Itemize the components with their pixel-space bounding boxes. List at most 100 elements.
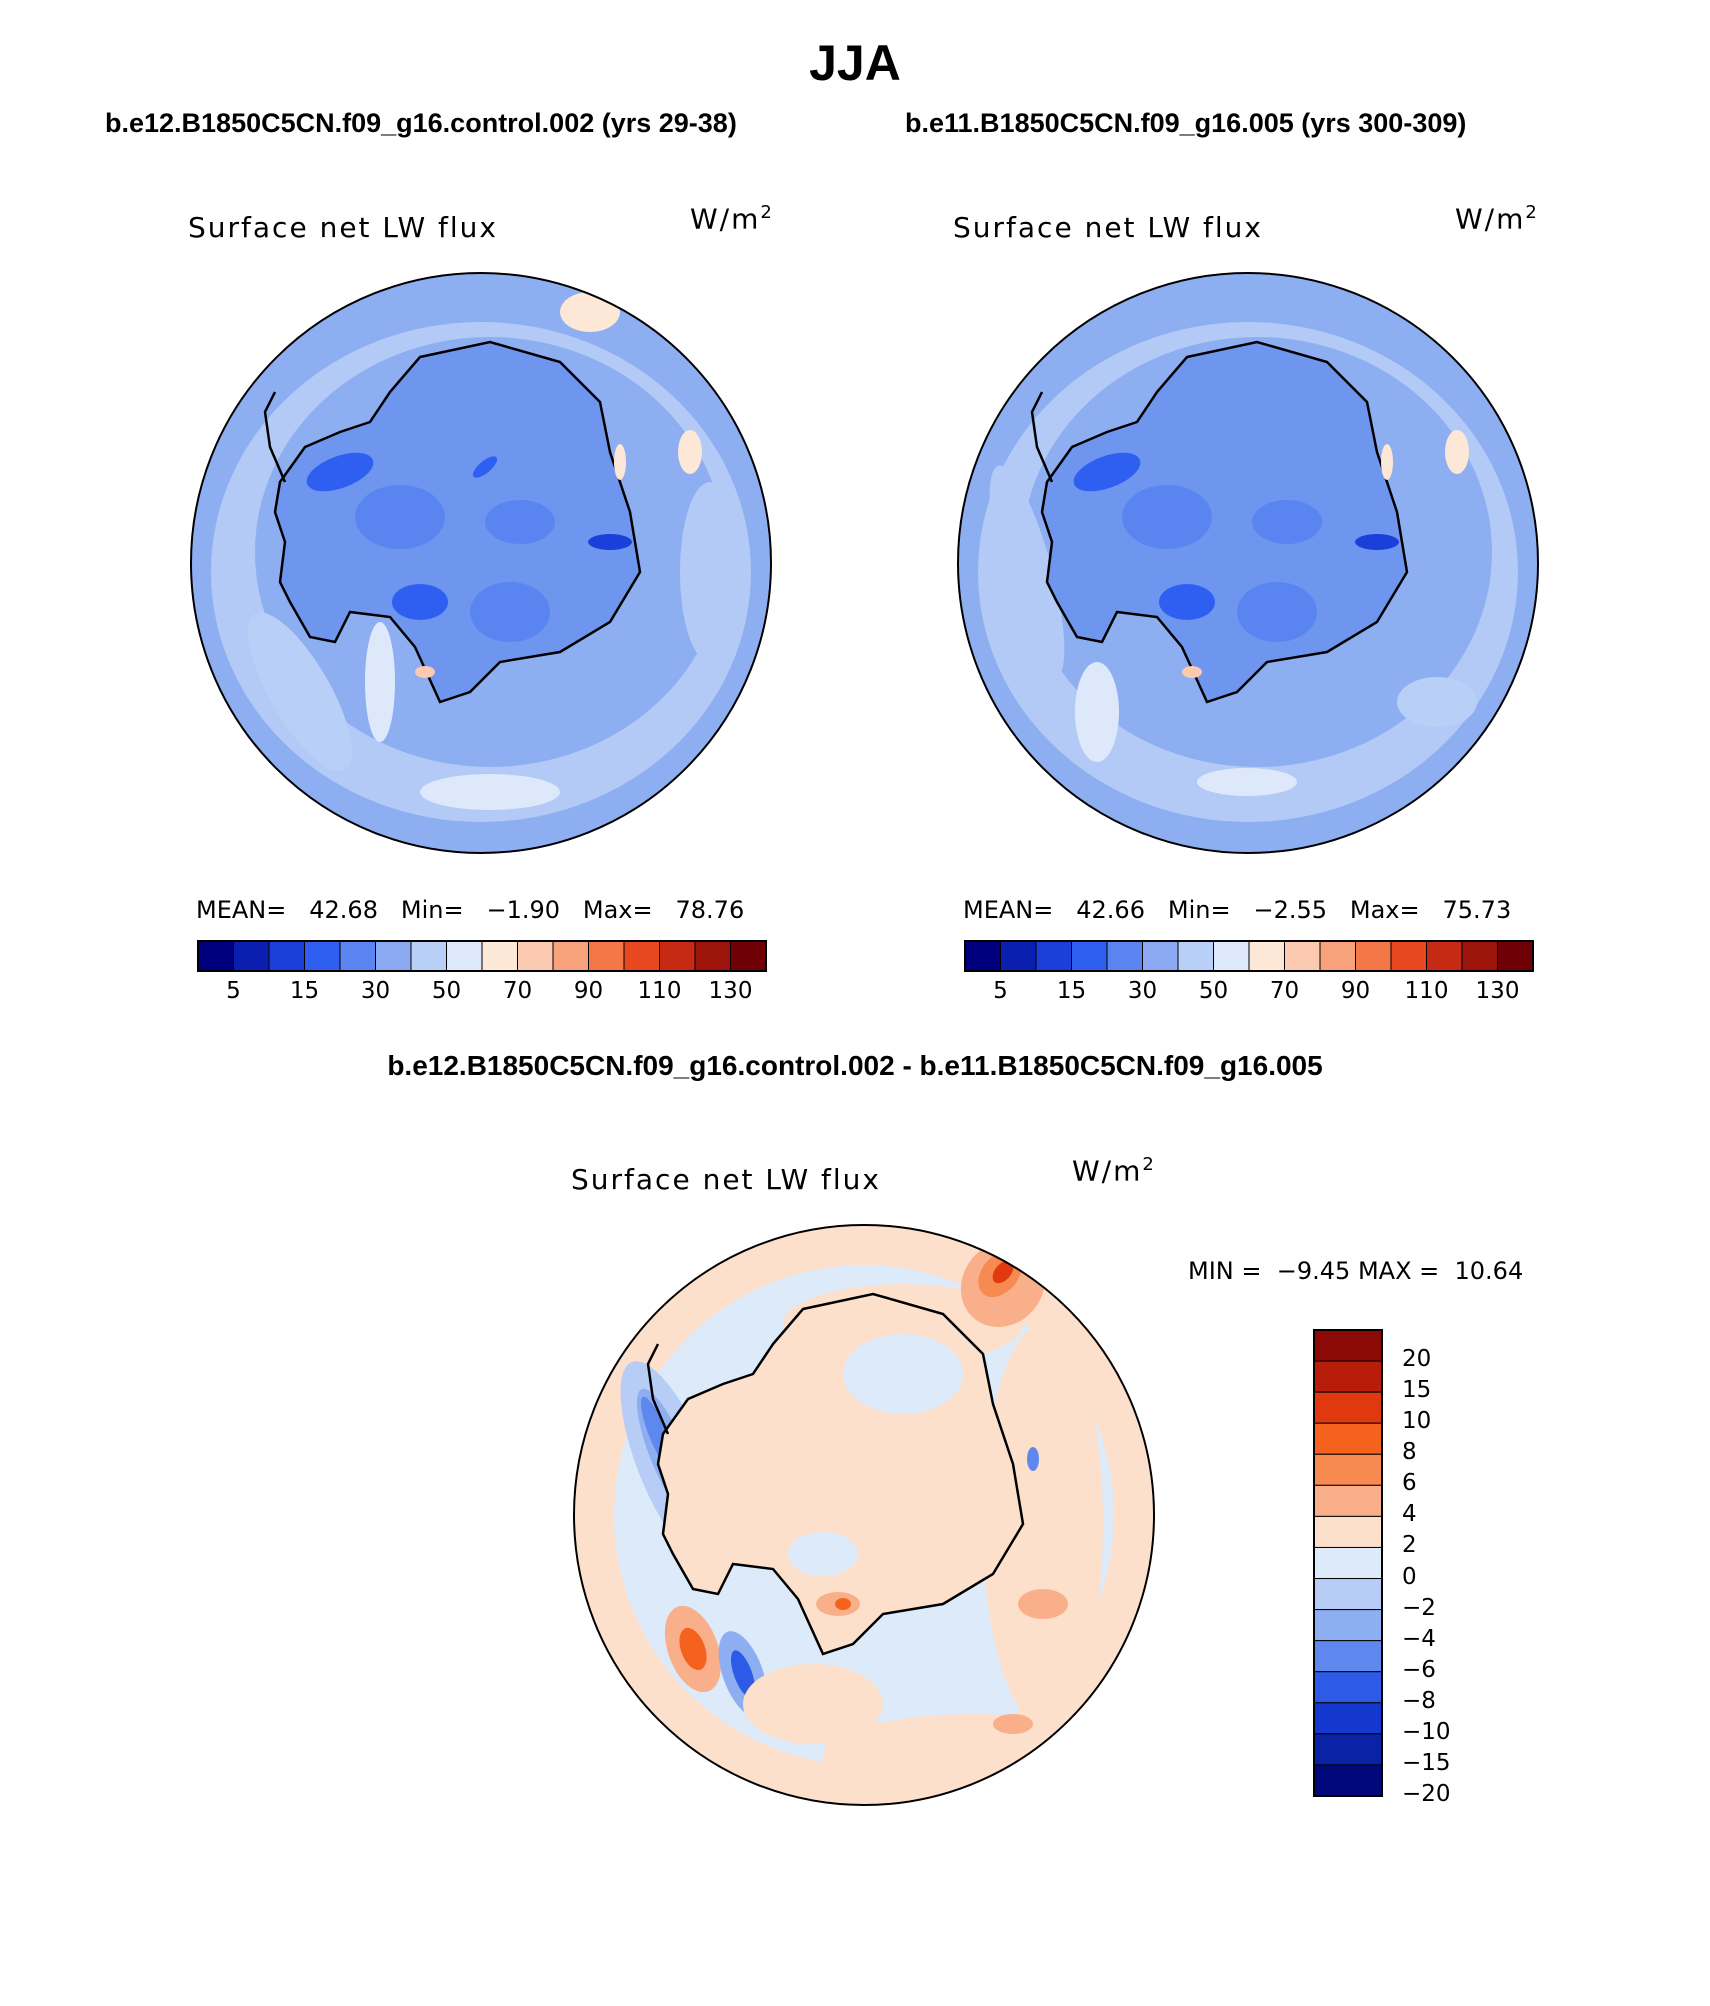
panel-right-peninsula-outline (1030, 391, 1054, 483)
panel-left-colorbar-swatch (410, 940, 447, 972)
diff-units-base: W/m (1072, 1154, 1143, 1188)
diff-colorbar-tick-label: −8 (1402, 1687, 1436, 1714)
panel-right-mean-label: MEAN= (963, 896, 1054, 924)
panel-left-colorbar-swatch (446, 940, 483, 972)
panel-right-colorbar-tick-label: 15 (1056, 978, 1087, 1004)
panel-left-min-label: Min= (400, 896, 464, 924)
diff-colorbar-swatch (1313, 1484, 1383, 1517)
panel-right-colorbar-swatch (1000, 940, 1037, 972)
diff-colorbar-frame (1313, 1329, 1383, 1797)
diff-colorbar-swatch (1313, 1578, 1383, 1611)
panel-left-colorbar-swatch (197, 940, 234, 972)
panel-left-colorbar-swatch (588, 940, 625, 972)
panel-right-colorbar-tick-label: 50 (1198, 978, 1229, 1004)
panel-right-colorbar-swatch (964, 940, 1001, 972)
diff-colorbar-tick-label: 15 (1402, 1377, 1432, 1404)
diff-colorbar-tick-label: 4 (1402, 1501, 1417, 1528)
panel-right-colorbar-swatch (1071, 940, 1108, 972)
panel-right-colorbar-swatch (1426, 940, 1463, 972)
panel-right-colorbar-swatch (1248, 940, 1285, 972)
diff-title: b.e12.B1850C5CN.f09_g16.control.002 - b.… (387, 1050, 1323, 1081)
panel-left-max-value: 78.76 (675, 896, 745, 924)
diff-units-exp: 2 (1142, 1154, 1156, 1175)
diff-polar-map (573, 1224, 1155, 1806)
diff-colorbar-swatch (1313, 1733, 1383, 1766)
panel-right-units-exp: 2 (1525, 202, 1539, 223)
panel-right-colorbar-tick-label: 5 (993, 978, 1008, 1004)
panel-left-colorbar-tick-label: 90 (573, 978, 604, 1004)
diff-min-label: MIN = (1188, 1257, 1262, 1285)
panel-left-colorbar-swatch (304, 940, 341, 972)
panel-left-colorbar-frame (197, 940, 767, 972)
panel-right-max-value: 75.73 (1442, 896, 1512, 924)
panel-right-min-value: −2.55 (1253, 896, 1327, 924)
panel-left-colorbar-swatch (659, 940, 696, 972)
panel-right-min-label: Min= (1167, 896, 1231, 924)
diff-max-label: MAX = (1357, 1257, 1440, 1285)
panel-right-colorbar (964, 940, 1534, 972)
diff-max-value: 10.64 (1454, 1257, 1524, 1285)
panel-left-colorbar-swatch (552, 940, 589, 972)
diff-peninsula-outline (646, 1343, 670, 1435)
diff-colorbar-swatch (1313, 1609, 1383, 1642)
panel-left-case-title: b.e12.B1850C5CN.f09_g16.control.002 (yrs… (105, 108, 737, 138)
diff-colorbar-swatch (1313, 1515, 1383, 1548)
panel-right-colorbar-tick-label: 70 (1269, 978, 1300, 1004)
panel-right-colorbar-swatch (1497, 940, 1534, 972)
panel-right-stats: MEAN= 42.66 Min= −2.55 Max= 75.73 (963, 896, 1511, 924)
panel-right-colorbar-swatch (1035, 940, 1072, 972)
panel-left-colorbar-swatch (730, 940, 767, 972)
panel-right-colorbar-swatch (1461, 940, 1498, 972)
panel-left-colorbar-swatch (517, 940, 554, 972)
diff-min-value: −9.45 (1276, 1257, 1351, 1285)
panel-left-colorbar (197, 940, 767, 972)
panel-left-colorbar-swatch (623, 940, 660, 972)
diff-colorbar-swatch (1313, 1329, 1383, 1362)
diff-colorbar-tick-label: −4 (1402, 1625, 1436, 1652)
panel-right-colorbar-tick-label: 110 (1404, 978, 1449, 1004)
diff-colorbar-swatch (1313, 1702, 1383, 1735)
panel-right-colorbar-swatch (1355, 940, 1392, 972)
diff-colorbar-tick-label: −15 (1402, 1749, 1451, 1776)
panel-left-colorbar-swatch (375, 940, 412, 972)
diff-colorbar-tick-label: 20 (1402, 1346, 1432, 1373)
diff-colorbar-swatch (1313, 1640, 1383, 1673)
diff-colorbar-swatch (1313, 1422, 1383, 1455)
panel-left-colorbar-swatch (339, 940, 376, 972)
panel-left-colorbar-swatch (233, 940, 270, 972)
panel-left-mean-label: MEAN= (196, 896, 287, 924)
diff-colorbar-tick-label: 10 (1402, 1408, 1432, 1435)
panel-right-colorbar-swatch (1106, 940, 1143, 972)
diff-units: W/m2 (1072, 1154, 1156, 1187)
panel-right-units-base: W/m (1455, 202, 1526, 236)
diff-colorbar-tick-label: 2 (1402, 1532, 1417, 1559)
diff-colorbar-tick-label: 6 (1402, 1470, 1417, 1497)
diff-colorbar-swatch (1313, 1764, 1383, 1797)
panel-left-colorbar-tick-label: 30 (360, 978, 391, 1004)
panel-left-colorbar-tick-label: 110 (637, 978, 682, 1004)
panel-right-variable-label: Surface net LW flux (953, 211, 1263, 244)
panel-right-colorbar-swatch (1213, 940, 1250, 972)
diff-colorbar-swatch (1313, 1360, 1383, 1393)
panel-right-colorbar-swatch (1177, 940, 1214, 972)
panel-left-units: W/m2 (690, 202, 774, 235)
diff-colorbar-tick-label: −20 (1402, 1781, 1451, 1807)
diff-colorbar-tick-label: −2 (1402, 1594, 1436, 1621)
diff-minmax: MIN = −9.45 MAX = 10.64 (1188, 1257, 1523, 1285)
panel-left-colorbar-swatch (694, 940, 731, 972)
panel-right-colorbar-swatch (1319, 940, 1356, 972)
panel-right-polar-map (957, 272, 1539, 854)
diff-variable-label: Surface net LW flux (571, 1163, 881, 1196)
panel-right-colorbar-swatch (1142, 940, 1179, 972)
panel-left-colorbar-tick-label: 50 (431, 978, 462, 1004)
panel-left-colorbar-swatch (481, 940, 518, 972)
panel-right-colorbar-tick-label: 30 (1127, 978, 1158, 1004)
panel-left-max-label: Max= (582, 896, 653, 924)
panel-right-colorbar-swatch (1284, 940, 1321, 972)
panel-left-peninsula-outline (263, 391, 287, 483)
panel-left-colorbar-swatch (268, 940, 305, 972)
panel-left-stats: MEAN= 42.68 Min= −1.90 Max= 78.76 (196, 896, 744, 924)
diff-colorbar-swatch (1313, 1546, 1383, 1580)
diff-colorbar (1313, 1329, 1383, 1797)
panel-right-units: W/m2 (1455, 202, 1539, 235)
